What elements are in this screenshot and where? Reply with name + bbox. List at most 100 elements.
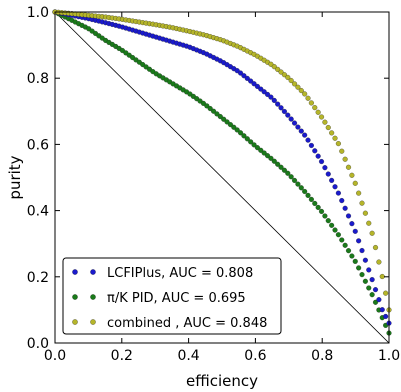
- data-point: [383, 313, 389, 320]
- data-point: [241, 73, 247, 79]
- data-point: [312, 148, 318, 154]
- data-point: [275, 66, 281, 72]
- data-point: [305, 192, 311, 198]
- data-point: [335, 232, 341, 238]
- data-point: [288, 174, 294, 180]
- data-point: [298, 185, 304, 191]
- data-point: [342, 205, 348, 211]
- data-point: [369, 292, 375, 298]
- data-point: [359, 272, 365, 278]
- data-point: [366, 220, 372, 226]
- legend-marker: [90, 294, 96, 300]
- data-point: [349, 172, 355, 178]
- data-point: [342, 242, 348, 248]
- data-point: [285, 112, 291, 118]
- data-point: [224, 119, 230, 125]
- data-point: [298, 128, 304, 134]
- y-tick-label: 1.0: [27, 5, 49, 21]
- series-2: [52, 9, 392, 313]
- data-point: [281, 167, 287, 173]
- data-point: [356, 190, 362, 196]
- legend-label: combined , AUC = 0.848: [107, 316, 267, 331]
- data-point: [322, 165, 328, 171]
- data-point: [251, 81, 257, 87]
- data-point: [308, 142, 314, 149]
- data-point: [325, 124, 331, 131]
- data-point: [281, 108, 287, 115]
- data-point: [261, 150, 267, 156]
- data-point: [254, 145, 260, 151]
- data-point: [369, 277, 375, 283]
- data-point: [278, 69, 284, 75]
- data-point: [329, 222, 335, 228]
- data-point: [302, 188, 308, 195]
- data-point: [295, 124, 301, 130]
- data-point: [332, 135, 338, 141]
- data-point: [261, 89, 267, 95]
- data-point: [291, 81, 298, 87]
- x-axis-label: efficiency: [186, 372, 258, 390]
- legend-marker: [72, 319, 78, 325]
- data-point: [302, 132, 308, 138]
- data-point: [372, 287, 379, 293]
- data-point: [278, 164, 284, 170]
- data-point: [366, 285, 372, 291]
- data-point: [271, 97, 277, 104]
- data-point: [342, 156, 348, 162]
- data-point: [362, 257, 368, 263]
- legend-marker: [90, 269, 96, 275]
- data-point: [271, 64, 277, 70]
- data-point: [345, 213, 352, 219]
- data-point: [318, 208, 325, 215]
- data-point: [325, 218, 331, 224]
- data-point: [369, 230, 375, 236]
- data-point: [238, 70, 244, 76]
- data-point: [352, 258, 358, 264]
- data-point: [211, 108, 217, 114]
- data-point: [295, 181, 301, 187]
- data-point: [221, 116, 227, 122]
- series-1: [52, 9, 392, 336]
- data-point: [308, 196, 314, 202]
- data-point: [318, 114, 325, 120]
- data-point: [339, 237, 345, 243]
- data-point: [329, 130, 335, 136]
- data-point: [372, 299, 379, 305]
- data-point: [335, 141, 341, 147]
- plot-frame: [54, 11, 390, 344]
- data-point: [312, 105, 318, 111]
- data-point: [248, 78, 254, 84]
- data-point: [335, 190, 341, 196]
- data-point: [288, 116, 294, 122]
- data-point: [359, 247, 365, 254]
- x-tick-label: 0.6: [244, 348, 266, 364]
- data-point: [268, 94, 274, 100]
- y-tick-label: 0.6: [27, 137, 49, 153]
- data-point: [345, 164, 352, 170]
- data-point: [329, 177, 335, 183]
- data-point: [207, 106, 213, 112]
- legend-entry-combined: combined , AUC = 0.848: [72, 316, 267, 331]
- data-point: [318, 158, 325, 165]
- data-point: [264, 91, 271, 97]
- data-point: [275, 101, 281, 107]
- data-point: [308, 100, 314, 106]
- data-point: [285, 74, 291, 80]
- y-tick-label: 0.4: [27, 204, 49, 220]
- data-point: [298, 88, 304, 94]
- data-point: [372, 244, 379, 251]
- data-point: [291, 177, 298, 183]
- data-point: [295, 84, 301, 90]
- data-point: [376, 297, 382, 303]
- data-point: [362, 278, 368, 284]
- data-point: [241, 133, 247, 139]
- data-point: [214, 111, 220, 117]
- reference-diagonal: [54, 11, 390, 344]
- data-point: [339, 148, 345, 154]
- data-point: [366, 267, 372, 273]
- data-point: [315, 204, 321, 210]
- data-point: [264, 153, 271, 159]
- data-point: [238, 130, 244, 136]
- data-point: [281, 72, 287, 78]
